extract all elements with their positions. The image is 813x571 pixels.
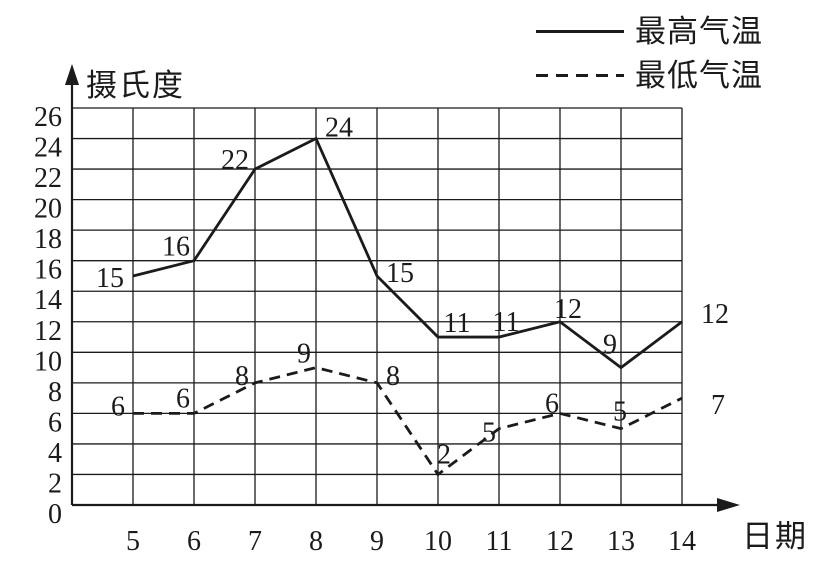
y-tick-label: 14 <box>34 285 62 316</box>
data-point-label: 8 <box>235 361 249 392</box>
data-point-label: 11 <box>444 308 471 339</box>
x-tick-label: 6 <box>187 526 201 557</box>
y-axis-title: 摄氏度 <box>86 68 185 103</box>
data-point-label: 12 <box>701 299 729 330</box>
x-axis-arrow-icon <box>717 498 740 512</box>
x-axis-title: 日期 <box>742 519 808 554</box>
data-point-label: 6 <box>545 388 559 419</box>
y-tick-label: 26 <box>34 102 62 133</box>
legend-item-max: 最高气温 <box>536 14 763 49</box>
y-tick-label: 16 <box>34 255 62 286</box>
y-tick-label: 18 <box>34 224 62 255</box>
data-point-label: 15 <box>386 258 414 289</box>
series-line-min-temp <box>133 366 683 477</box>
dashed-line-icon <box>536 74 624 77</box>
data-point-label: 5 <box>613 397 627 428</box>
y-tick-label: 10 <box>34 346 62 377</box>
y-tick-label: 22 <box>34 163 62 194</box>
x-tick-label: 7 <box>248 526 262 557</box>
x-tick-label: 5 <box>126 526 140 557</box>
data-point-label: 6 <box>176 383 190 414</box>
y-axis-arrow-icon <box>65 64 79 85</box>
data-point-label: 9 <box>603 330 617 361</box>
data-point-label: 24 <box>325 113 353 144</box>
y-tick-label: 0 <box>48 499 62 530</box>
data-point-label: 5 <box>482 418 496 449</box>
x-tick-label: 12 <box>546 526 574 557</box>
data-point-label: 9 <box>297 339 311 370</box>
solid-line-icon <box>536 30 624 33</box>
data-point-label: 8 <box>386 361 400 392</box>
data-point-label: 12 <box>554 294 582 325</box>
data-point-label: 6 <box>111 391 125 422</box>
legend-label-min: 最低气温 <box>635 58 763 93</box>
legend-item-min: 最低气温 <box>536 58 763 93</box>
x-tick-label: 10 <box>424 526 452 557</box>
data-point-label: 7 <box>711 390 725 421</box>
x-tick-label: 11 <box>486 526 513 557</box>
data-point-label: 2 <box>437 439 451 470</box>
x-tick-label: 13 <box>607 526 635 557</box>
y-tick-label: 20 <box>34 194 62 225</box>
y-tick-label: 24 <box>34 133 62 164</box>
chart-legend: 最高气温 最低气温 <box>536 14 763 93</box>
y-tick-label: 4 <box>48 438 62 469</box>
x-tick-label: 9 <box>370 526 384 557</box>
y-tick-label: 12 <box>34 316 62 347</box>
x-tick-label: 8 <box>309 526 323 557</box>
data-point-label: 15 <box>96 263 124 294</box>
y-tick-label: 2 <box>48 468 62 499</box>
data-point-label: 11 <box>493 307 520 338</box>
x-tick-label: 14 <box>668 526 696 557</box>
series-line-max-temp <box>132 136 683 370</box>
legend-label-max: 最高气温 <box>635 14 763 49</box>
data-point-label: 22 <box>221 145 249 176</box>
y-tick-label: 8 <box>48 377 62 408</box>
data-point-label: 16 <box>162 232 190 263</box>
y-tick-label: 6 <box>48 407 62 438</box>
